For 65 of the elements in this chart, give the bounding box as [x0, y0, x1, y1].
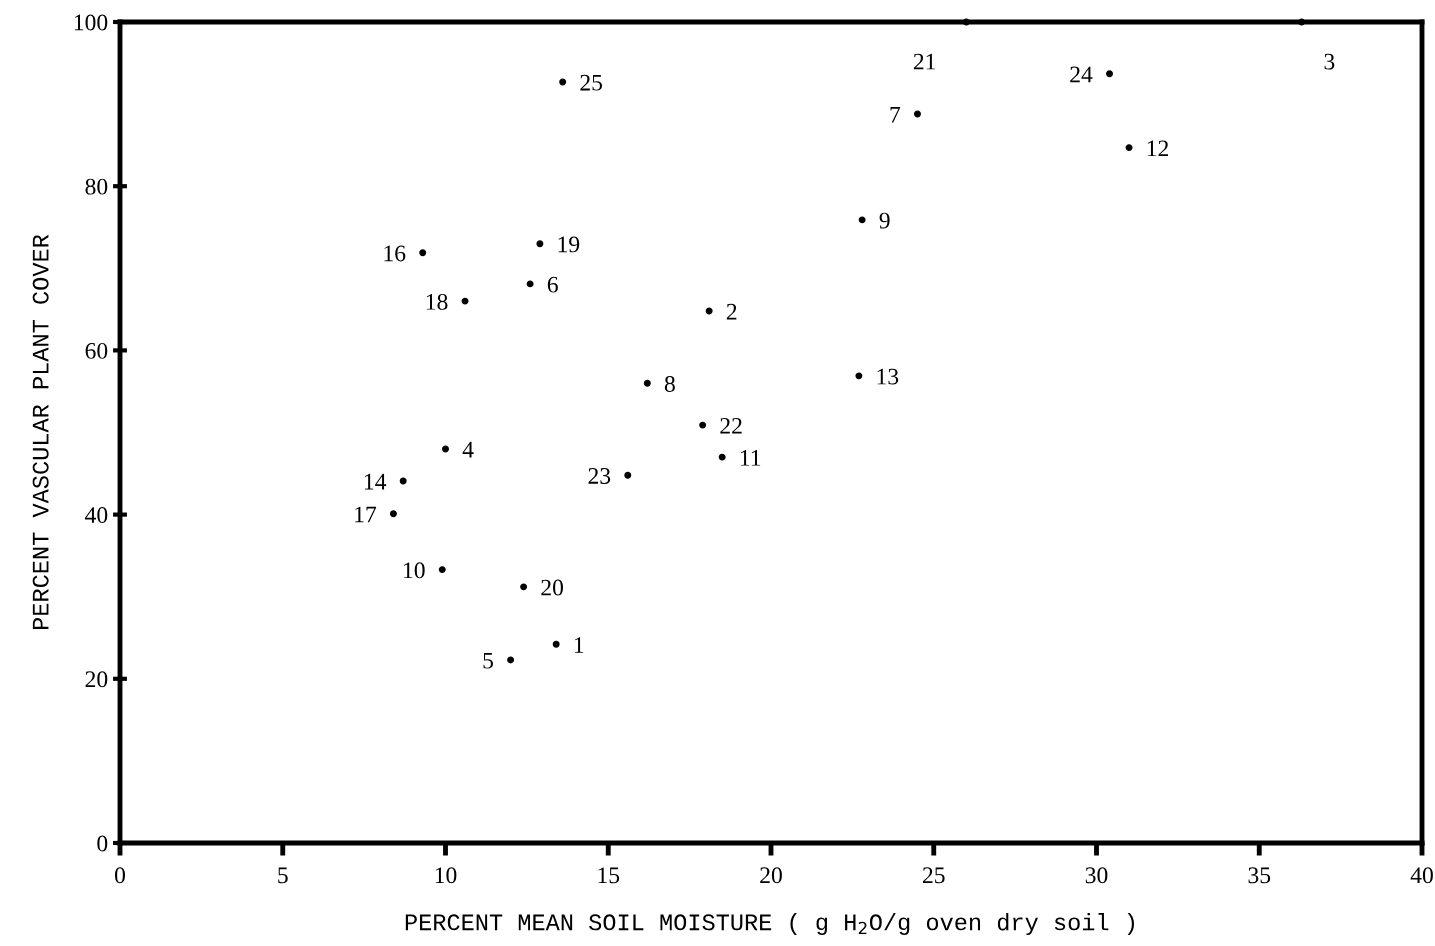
point [442, 445, 449, 453]
annotation: 2 [726, 303, 737, 320]
x-tick-label: 5 [278, 867, 288, 884]
annotation: 21 [913, 53, 936, 70]
point [438, 566, 446, 574]
y-tick-label: 100 [74, 14, 108, 31]
x-tick-label: 35 [1248, 867, 1271, 884]
point [552, 640, 560, 648]
x-tick-label: 30 [1085, 867, 1108, 884]
annotation: 10 [404, 562, 425, 579]
y-tick-label: 40 [85, 507, 108, 524]
point [1106, 70, 1113, 78]
x-tick-label: 0 [115, 867, 125, 884]
x-tick-label: 20 [760, 867, 782, 884]
x-tick-label: 25 [922, 867, 945, 884]
point [399, 477, 407, 485]
annotation: 7 [890, 106, 901, 123]
y-tick-label: 0 [97, 835, 108, 852]
point [526, 280, 534, 288]
point [536, 240, 544, 248]
y-tick-label: 20 [85, 671, 108, 688]
annotation: 4 [462, 441, 474, 458]
annotation: 11 [740, 450, 761, 466]
annotation: 19 [558, 236, 580, 253]
point [507, 656, 515, 664]
annotation: 5 [483, 652, 494, 669]
y-axis-title: PERCENT VASCULAR PLANT COVER [32, 234, 49, 630]
point [718, 453, 726, 461]
point [461, 297, 469, 305]
point [643, 379, 651, 387]
annotation: 12 [1147, 140, 1169, 157]
x-axis-title: PERCENT MEAN SOIL MOISTURE ( g H$_{2}$O/g oven dry soil ) [405, 913, 1135, 936]
y-tick-label: 60 [85, 342, 108, 359]
x-tick-label: 10 [435, 867, 457, 884]
annotation: 22 [720, 417, 742, 434]
point [962, 18, 970, 26]
point [858, 216, 866, 224]
annotation: 24 [1070, 66, 1093, 83]
point [705, 307, 713, 315]
annotation: 18 [426, 293, 448, 310]
annotation: 23 [588, 468, 611, 484]
annotation: 14 [364, 473, 387, 490]
annotation: 20 [541, 579, 563, 596]
annotation: 25 [580, 74, 603, 91]
point [914, 110, 921, 118]
y-tick-label: 80 [85, 178, 108, 195]
point [1298, 18, 1306, 26]
point [559, 78, 567, 86]
point [699, 421, 707, 429]
annotation: 1 [574, 637, 584, 653]
point [624, 471, 632, 479]
x-tick-label: 40 [1410, 867, 1433, 884]
annotation: 6 [547, 276, 558, 293]
point [419, 249, 427, 257]
annotation: 8 [664, 375, 675, 392]
point [1125, 144, 1133, 152]
x-tick-label: 15 [598, 867, 620, 884]
annotation: 9 [879, 212, 890, 229]
point [520, 583, 528, 591]
annotation: 16 [384, 245, 406, 262]
annotation: 13 [877, 368, 899, 385]
annotation: 17 [355, 506, 377, 523]
point [855, 372, 863, 380]
point [389, 510, 397, 518]
annotation: 3 [1324, 53, 1335, 70]
